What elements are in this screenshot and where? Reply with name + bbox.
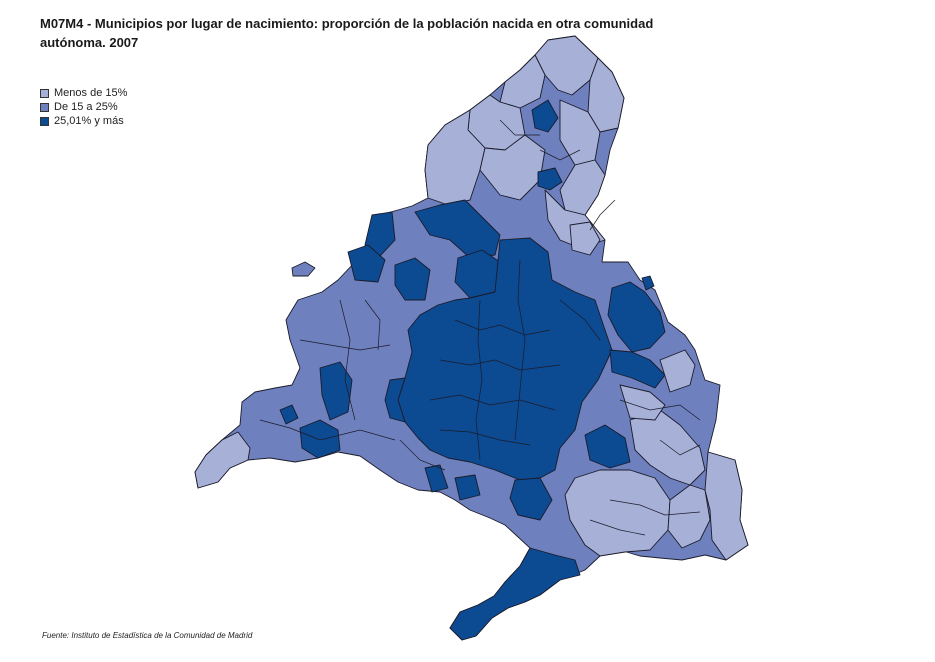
legend-label-low: Menos de 15% [54,87,128,99]
west-high-1 [299,419,341,459]
municipal-boundaries [259,119,701,536]
legend-label-high: 25,01% y más [54,115,124,127]
map-title: M07M4 - Municipios por lugar de nacimien… [40,14,660,52]
enclave-west [291,261,316,277]
south-tail-high [449,547,581,641]
metro-high-west [384,377,406,423]
map-title-text: - Municipios por lugar de nacimiento: pr… [40,16,654,50]
east-high-2 [609,349,666,389]
map-code: M07M4 [40,16,84,31]
legend-label-mid: De 15 a 25% [54,101,118,113]
legend-item-low: Menos de 15% [40,86,127,100]
metro-high [397,237,613,481]
east-high-1 [607,281,666,353]
legend-swatch-mid [40,102,49,112]
e-light-2 [619,384,666,421]
southeast-high [584,424,631,469]
legend-item-mid: De 15 a 25% [40,100,127,114]
legend-item-high: 25,01% y más [40,114,127,128]
west-high-3 [279,404,299,425]
ne-light [569,221,601,256]
south-high-1 [509,477,553,521]
nw-high-3 [347,244,386,283]
north-high-1 [531,99,559,133]
legend-swatch-high [40,116,49,126]
legend-swatch-low [40,88,49,98]
sw-light [194,431,251,489]
se-light-2 [629,409,706,486]
nw-high-4 [394,257,431,301]
north-light-8 [559,159,606,216]
west-high-2 [319,361,353,421]
source-note: Fuente: Instituto de Estadística de la C… [42,631,253,640]
north-light-5 [587,57,625,133]
legend: Menos de 15% De 15 a 25% 25,01% y más [40,86,127,128]
e-light-1 [659,349,696,393]
north-high-2 [537,167,563,191]
nw-high-2 [364,211,396,257]
enclave-east [641,275,655,291]
nw-high-1 [414,199,501,259]
se-light-3 [667,484,711,549]
south-high-3 [454,474,481,501]
se-light-4 [704,451,749,561]
